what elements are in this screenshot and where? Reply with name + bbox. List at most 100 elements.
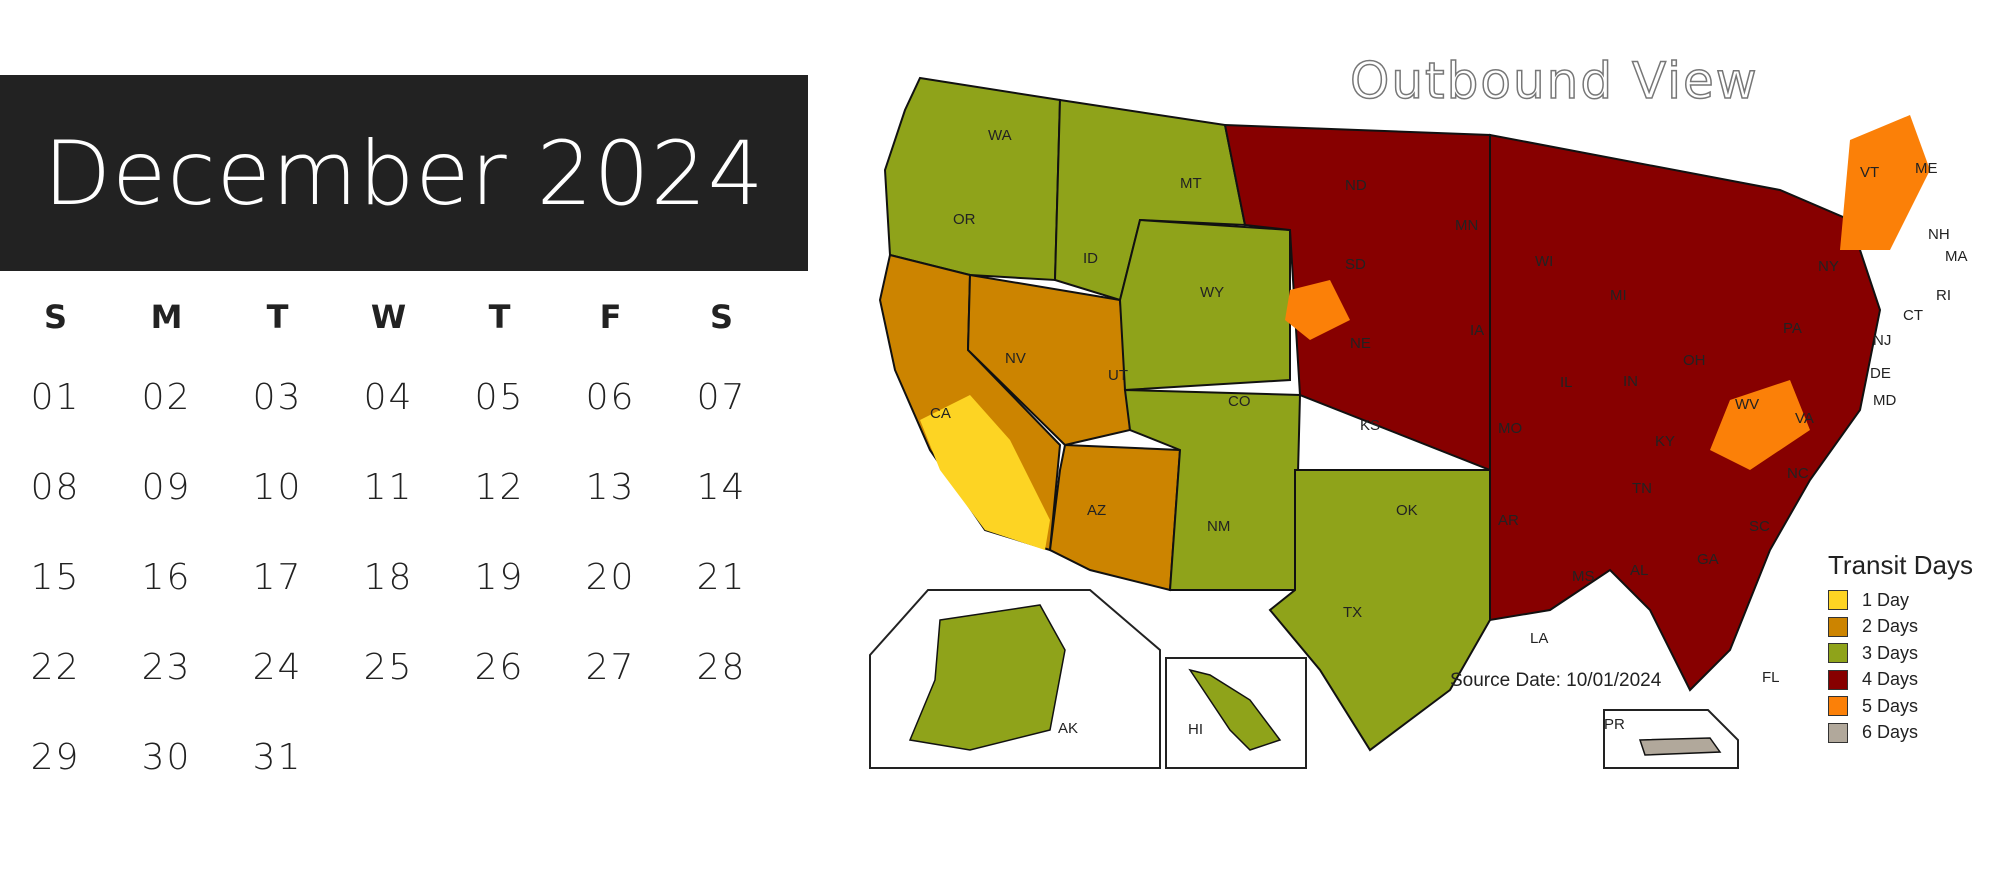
calendar-day[interactable]: 23 <box>141 646 192 688</box>
pr-inset-box <box>1603 709 1739 769</box>
calendar-week: 22 23 24 25 26 27 28 <box>0 622 780 712</box>
state-label-ca: CA <box>930 405 951 422</box>
region-ca-1day <box>920 395 1050 550</box>
legend-items: 1 Day 2 Days 3 Days 4 Days 5 Days 6 Days <box>1828 587 2000 746</box>
state-label-mo: MO <box>1498 420 1523 437</box>
state-label-az: AZ <box>1087 502 1107 519</box>
state-label-wy: WY <box>1200 284 1225 301</box>
region-ne-coast-5day <box>1840 115 1930 250</box>
calendar-day[interactable]: 13 <box>585 466 636 508</box>
calendar-day[interactable]: 11 <box>363 466 414 508</box>
calendar-day[interactable]: 04 <box>363 376 414 418</box>
state-label-or: OR <box>953 211 976 228</box>
region-ak <box>908 604 1066 751</box>
calendar-day[interactable]: 30 <box>141 736 192 778</box>
calendar-week: 15 16 17 18 19 20 21 <box>0 532 780 622</box>
state-label-in: IN <box>1623 373 1638 390</box>
calendar-day[interactable]: 01 <box>30 376 81 418</box>
calendar-day[interactable]: 25 <box>363 646 414 688</box>
calendar-day[interactable]: 02 <box>141 376 192 418</box>
legend-swatch <box>1828 616 1848 637</box>
state-label-nc: NC <box>1787 465 1809 482</box>
state-label-oh: OH <box>1683 352 1706 369</box>
legend-item: 1 Day <box>1828 587 2000 614</box>
region-pr <box>1638 737 1722 756</box>
state-label-ky: KY <box>1655 433 1676 450</box>
region-wv-5day <box>1710 380 1810 470</box>
weekday-sat: S <box>709 298 734 336</box>
calendar-day[interactable]: 18 <box>363 556 414 598</box>
state-label-pr: PR <box>1604 716 1625 733</box>
source-date: Source Date: 10/01/2024 <box>1450 670 1662 691</box>
calendar-day[interactable]: 24 <box>252 646 303 688</box>
state-label-nd: ND <box>1345 177 1367 194</box>
weekday-mon: M <box>150 298 183 336</box>
state-label-tx: TX <box>1343 604 1363 621</box>
calendar-day[interactable]: 08 <box>30 466 81 508</box>
calendar-day[interactable]: 05 <box>474 376 525 418</box>
calendar-day[interactable]: 15 <box>30 556 81 598</box>
state-label-ut: UT <box>1108 367 1128 384</box>
calendar-day[interactable]: 27 <box>585 646 636 688</box>
legend-title: Transit Days <box>1828 550 1973 580</box>
calendar-day[interactable]: 21 <box>696 556 747 598</box>
state-label-pa: PA <box>1783 320 1802 337</box>
state-label-vt: VT <box>1860 164 1880 181</box>
legend-label: 2 Days <box>1862 616 1919 637</box>
state-label-hi: HI <box>1188 721 1203 738</box>
alaska-inset-box <box>869 589 1161 769</box>
calendar-week: 29 30 31 <box>0 712 780 802</box>
state-label-nj: NJ <box>1873 332 1892 349</box>
calendar-day[interactable]: 28 <box>696 646 747 688</box>
legend-swatch <box>1828 669 1848 690</box>
state-label-co: CO <box>1228 393 1251 410</box>
calendar-day[interactable]: 07 <box>696 376 747 418</box>
state-label-il: IL <box>1560 374 1573 391</box>
state-label-va: VA <box>1795 410 1814 427</box>
calendar-day[interactable]: 06 <box>585 376 636 418</box>
state-label-ar: AR <box>1498 512 1519 529</box>
calendar-day[interactable]: 26 <box>474 646 525 688</box>
calendar-day[interactable]: 17 <box>252 556 303 598</box>
calendar-day[interactable]: 16 <box>141 556 192 598</box>
calendar-day[interactable]: 22 <box>30 646 81 688</box>
region-nv-ut <box>966 273 1132 447</box>
state-label-tn: TN <box>1632 480 1652 497</box>
state-label-wa: WA <box>988 127 1012 144</box>
state-label-ny: NY <box>1818 258 1839 275</box>
calendar-day[interactable]: 19 <box>474 556 525 598</box>
legend-label: 3 Days <box>1862 642 1919 663</box>
calendar-week: 01 02 03 04 05 06 07 <box>0 352 780 442</box>
state-label-wv: WV <box>1735 396 1760 413</box>
state-label-al: AL <box>1630 562 1649 579</box>
state-label-ri: RI <box>1936 287 1951 304</box>
legend-swatch <box>1828 696 1848 717</box>
state-label-ma: MA <box>1945 248 1968 265</box>
calendar-day[interactable]: 20 <box>585 556 636 598</box>
weekday-tue: T <box>266 298 289 336</box>
state-label-mn: MN <box>1455 217 1479 234</box>
legend-item: 5 Days <box>1828 693 2000 720</box>
legend-item: 3 Days <box>1828 640 2000 667</box>
state-label-ia: IA <box>1470 322 1485 339</box>
state-label-mt: MT <box>1180 175 1202 192</box>
state-label-wi: WI <box>1535 253 1554 270</box>
legend-item: 4 Days <box>1828 667 2000 694</box>
calendar-day[interactable]: 12 <box>474 466 525 508</box>
calendar-day[interactable]: 10 <box>252 466 303 508</box>
calendar-day[interactable]: 09 <box>141 466 192 508</box>
calendar-day[interactable]: 03 <box>252 376 303 418</box>
calendar-day[interactable]: 14 <box>696 466 747 508</box>
state-label-me: ME <box>1915 160 1938 177</box>
calendar-day[interactable]: 31 <box>252 736 303 778</box>
region-wa-or <box>883 76 1062 282</box>
us-map-svg <box>869 76 1930 769</box>
region-wy-co <box>1118 218 1291 392</box>
map-legend: Transit Days 1 Day 2 Days 3 Days 4 Days 5 Da… <box>1828 550 2000 746</box>
legend-label: 5 Days <box>1862 695 1919 716</box>
region-hi <box>1188 668 1282 751</box>
state-label-md: MD <box>1873 392 1897 409</box>
state-label-ok: OK <box>1396 502 1418 519</box>
state-label-nh: NH <box>1928 226 1950 243</box>
calendar-day[interactable]: 29 <box>30 736 81 778</box>
